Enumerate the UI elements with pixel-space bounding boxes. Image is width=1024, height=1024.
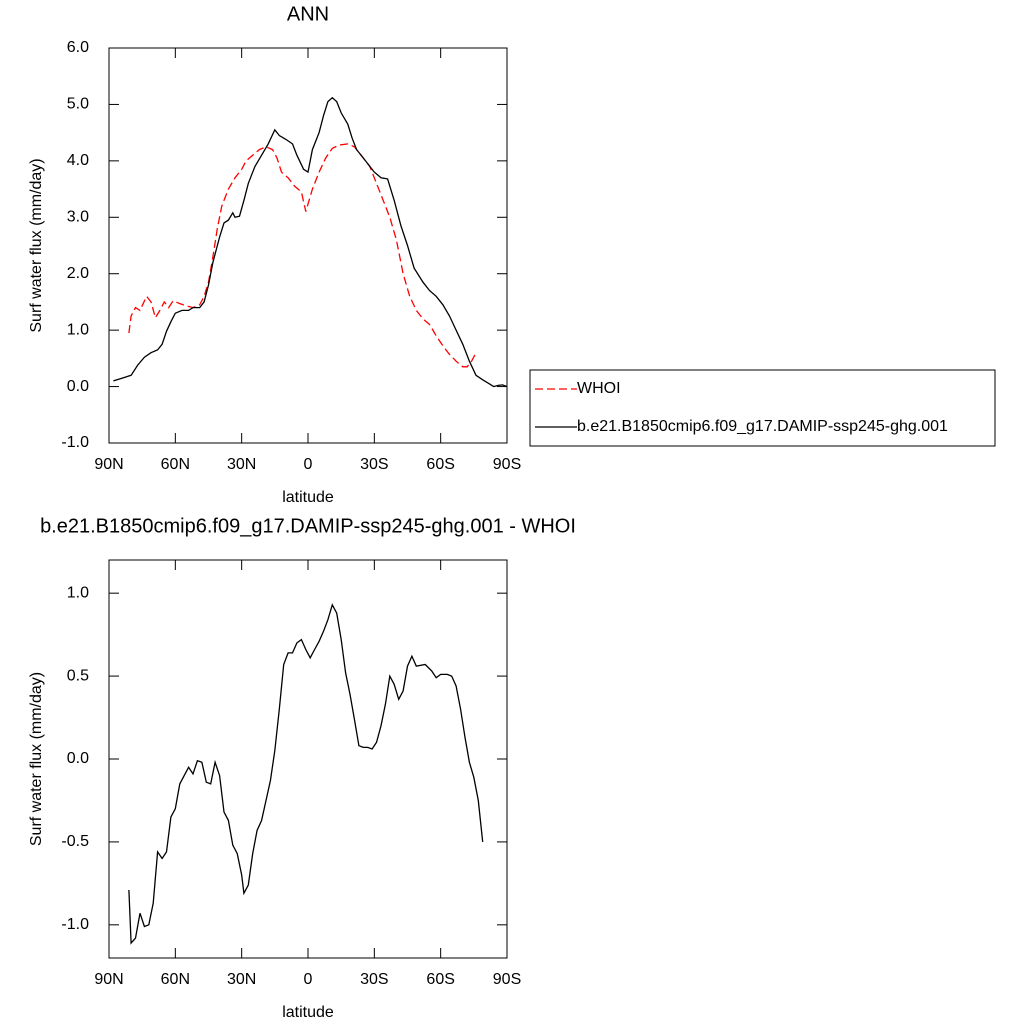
data-line bbox=[128, 603, 484, 945]
x-tick-label: 60N bbox=[161, 971, 190, 988]
x-tick-label: 90N bbox=[94, 456, 123, 473]
x-tick-label: 90S bbox=[493, 971, 521, 988]
y-axis-label: Surf water flux (mm/day) bbox=[28, 672, 45, 846]
y-tick-label: 0.0 bbox=[67, 750, 89, 767]
x-tick-label: 30S bbox=[360, 971, 388, 988]
y-tick-label: 4.0 bbox=[67, 152, 89, 169]
legend-label: b.e21.B1850cmip6.f09_g17.DAMIP-ssp245-gh… bbox=[577, 418, 948, 435]
x-tick-label: 0 bbox=[304, 456, 313, 473]
y-tick-label: -0.5 bbox=[61, 833, 89, 850]
x-tick-label: 30S bbox=[360, 456, 388, 473]
x-tick-label: 0 bbox=[304, 971, 313, 988]
y-tick-label: 0.5 bbox=[67, 667, 89, 684]
x-tick-label: 90N bbox=[94, 971, 123, 988]
x-tick-label: 30N bbox=[227, 971, 256, 988]
x-tick-label: 60N bbox=[161, 456, 190, 473]
data-line bbox=[128, 143, 477, 368]
y-tick-label: 1.0 bbox=[67, 584, 89, 601]
chart-title: ANN bbox=[287, 3, 329, 25]
x-axis-label: latitude bbox=[282, 489, 334, 506]
y-tick-label: 1.0 bbox=[67, 321, 89, 338]
data-line bbox=[113, 96, 508, 388]
y-tick-label: -1.0 bbox=[61, 434, 89, 451]
y-tick-label: 5.0 bbox=[67, 96, 89, 113]
y-tick-label: 3.0 bbox=[67, 209, 89, 226]
x-tick-label: 90S bbox=[493, 456, 521, 473]
x-axis-label: latitude bbox=[282, 1004, 334, 1021]
y-tick-label: -1.0 bbox=[61, 916, 89, 933]
legend-label: WHOI bbox=[577, 380, 621, 397]
x-tick-label: 30N bbox=[227, 456, 256, 473]
y-axis-label: Surf water flux (mm/day) bbox=[28, 158, 45, 332]
y-tick-label: 6.0 bbox=[67, 39, 89, 56]
chart-title: b.e21.B1850cmip6.f09_g17.DAMIP-ssp245-gh… bbox=[40, 515, 576, 537]
y-tick-label: 0.0 bbox=[67, 378, 89, 395]
plot-frame bbox=[108, 559, 508, 959]
x-tick-label: 60S bbox=[426, 456, 454, 473]
plot-frame bbox=[108, 47, 508, 444]
y-tick-label: 2.0 bbox=[67, 265, 89, 282]
legend-box bbox=[529, 369, 996, 447]
x-tick-label: 60S bbox=[426, 971, 454, 988]
